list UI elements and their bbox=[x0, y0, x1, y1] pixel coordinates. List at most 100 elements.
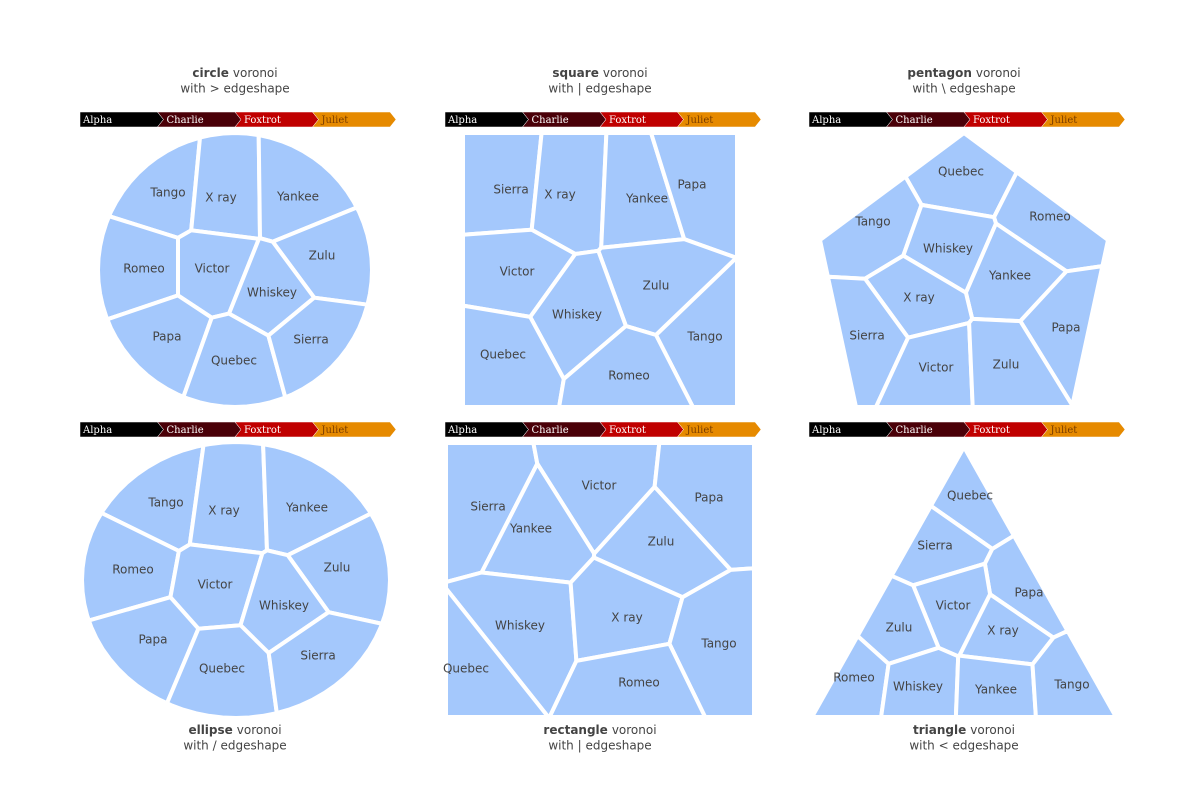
cell-label: Quebec bbox=[480, 348, 526, 362]
cell[interactable] bbox=[256, 133, 359, 244]
cell[interactable] bbox=[266, 295, 370, 400]
pathbar-label[interactable]: Foxtrot bbox=[973, 115, 1010, 126]
cell-label: X ray bbox=[205, 191, 236, 205]
cell[interactable] bbox=[444, 586, 551, 719]
pathbar-label[interactable]: Juliet bbox=[321, 115, 349, 126]
cell-label: Romeo bbox=[112, 563, 154, 577]
cell-label: X ray bbox=[208, 504, 239, 518]
cell[interactable] bbox=[557, 324, 695, 409]
pathbar-label[interactable]: Foxtrot bbox=[609, 115, 646, 126]
cell-label: Tango bbox=[1053, 678, 1089, 692]
cell-label: Yankee bbox=[988, 269, 1031, 283]
panel: square voronoi with | edgeshape Alpha Charli… bbox=[444, 66, 762, 409]
pathbar-label[interactable]: Juliet bbox=[1050, 115, 1078, 126]
cell[interactable] bbox=[967, 316, 1075, 409]
pathbar-segment[interactable] bbox=[1040, 421, 1126, 438]
panel-subtitle: with \ edgeshape bbox=[912, 82, 1015, 96]
cell-label: Victor bbox=[195, 262, 230, 276]
cell[interactable] bbox=[165, 623, 279, 720]
title-text: voronoi bbox=[976, 66, 1021, 80]
cell[interactable] bbox=[105, 293, 214, 399]
pathbar-label[interactable]: Alpha bbox=[447, 115, 477, 126]
cell-label: Whiskey bbox=[259, 599, 309, 613]
cell-label: Papa bbox=[138, 633, 167, 647]
cell[interactable] bbox=[96, 214, 180, 322]
pathbar-label[interactable]: Charlie bbox=[532, 115, 569, 126]
cell-label: Tango bbox=[700, 637, 736, 651]
shape-name: pentagon bbox=[907, 66, 971, 80]
cell-label: Papa bbox=[694, 491, 723, 505]
cell[interactable] bbox=[547, 641, 708, 719]
cell-label: Whiskey bbox=[552, 308, 602, 322]
cell-label: Romeo bbox=[123, 262, 165, 276]
pathbar-label[interactable]: Alpha bbox=[82, 425, 112, 436]
cell-label: Romeo bbox=[1029, 210, 1071, 224]
cell-label: X ray bbox=[611, 611, 642, 625]
cell-label: Victor bbox=[198, 578, 233, 592]
pathbar-label[interactable]: Charlie bbox=[167, 425, 204, 436]
cell[interactable] bbox=[266, 610, 384, 715]
shape-name: ellipse bbox=[188, 723, 232, 737]
cell[interactable] bbox=[187, 440, 269, 556]
pathbar-label[interactable]: Charlie bbox=[896, 115, 933, 126]
pathbar-label[interactable]: Foxtrot bbox=[609, 425, 646, 436]
cell[interactable] bbox=[270, 205, 374, 307]
pathbar-label[interactable]: Alpha bbox=[82, 115, 112, 126]
cell-label: Zulu bbox=[886, 621, 913, 635]
cell-label: Sierra bbox=[493, 183, 528, 197]
panel: rectangle voronoi with | edgeshape Alpha Cha… bbox=[443, 421, 762, 753]
panel-subtitle: with < edgeshape bbox=[909, 739, 1018, 753]
pathbar-label[interactable]: Alpha bbox=[811, 425, 841, 436]
pathbar-label[interactable]: Foxtrot bbox=[244, 425, 281, 436]
title-text: voronoi bbox=[612, 723, 657, 737]
panel: pentagon voronoi with \ edgeshape Alpha Char… bbox=[808, 66, 1126, 409]
cell-label: Papa bbox=[152, 330, 181, 344]
cell-label: Romeo bbox=[833, 671, 875, 685]
cell[interactable] bbox=[86, 595, 201, 706]
cell-label: Zulu bbox=[648, 535, 675, 549]
pathbar-segment[interactable] bbox=[311, 111, 397, 128]
cell-label: Yankee bbox=[285, 501, 328, 515]
title-text: voronoi bbox=[603, 66, 648, 80]
cell-label: Victor bbox=[919, 361, 954, 375]
pathbar-label[interactable]: Juliet bbox=[686, 425, 714, 436]
panel-subtitle: with | edgeshape bbox=[548, 82, 651, 96]
cell-label: Papa bbox=[1014, 586, 1043, 600]
cell[interactable] bbox=[181, 311, 288, 409]
cell[interactable] bbox=[189, 131, 262, 241]
pathbar-label[interactable]: Alpha bbox=[811, 115, 841, 126]
cell-label: X ray bbox=[987, 624, 1018, 638]
cell-label: Papa bbox=[1051, 321, 1080, 335]
cell-label: Tango bbox=[854, 215, 890, 229]
cell-label: Yankee bbox=[509, 522, 552, 536]
cell-label: Quebec bbox=[443, 662, 489, 676]
cell-label: Romeo bbox=[618, 676, 660, 690]
pathbar-label[interactable]: Juliet bbox=[1050, 425, 1078, 436]
cell[interactable] bbox=[285, 511, 392, 626]
pathbar-label[interactable]: Foxtrot bbox=[244, 115, 281, 126]
pathbar-label[interactable]: Juliet bbox=[686, 115, 714, 126]
cell[interactable] bbox=[1030, 629, 1118, 719]
cell-label: Sierra bbox=[849, 329, 884, 343]
pathbar-label[interactable]: Alpha bbox=[447, 425, 477, 436]
cell-label: Sierra bbox=[300, 649, 335, 663]
title-text: voronoi bbox=[237, 723, 282, 737]
cell-label: Victor bbox=[500, 265, 535, 279]
pathbar-segment[interactable] bbox=[676, 111, 762, 128]
panel-subtitle: with / edgeshape bbox=[183, 739, 286, 753]
pathbar-segment[interactable] bbox=[1040, 111, 1126, 128]
pathbar-label[interactable]: Foxtrot bbox=[973, 425, 1010, 436]
cell-label: Yankee bbox=[625, 192, 668, 206]
pathbar-label[interactable]: Charlie bbox=[167, 115, 204, 126]
pathbar-label[interactable]: Juliet bbox=[321, 425, 349, 436]
panel-subtitle: with | edgeshape bbox=[548, 739, 651, 753]
cell-label: Yankee bbox=[974, 683, 1017, 697]
pathbar-label[interactable]: Charlie bbox=[532, 425, 569, 436]
pathbar-segment[interactable] bbox=[676, 421, 762, 438]
pathbar-label[interactable]: Charlie bbox=[896, 425, 933, 436]
cell[interactable] bbox=[80, 510, 181, 623]
panel-title: triangle voronoi bbox=[913, 723, 1015, 737]
panel-title: circle voronoi bbox=[192, 66, 277, 80]
pathbar-segment[interactable] bbox=[311, 421, 397, 438]
cell-label: Whiskey bbox=[923, 242, 973, 256]
